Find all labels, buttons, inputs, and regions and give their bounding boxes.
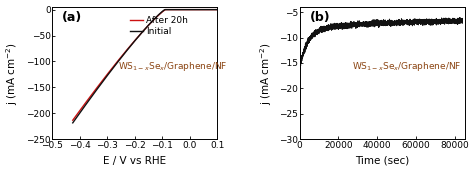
Line: After 20h: After 20h [73, 10, 217, 120]
Initial [162, 9, 168, 11]
Initial [214, 9, 220, 11]
Initial [194, 9, 200, 11]
After 20h [163, 9, 168, 11]
After 20h [157, 12, 163, 15]
Initial [79, 109, 84, 112]
Text: (a): (a) [62, 11, 82, 24]
Initial [70, 122, 76, 124]
Initial [180, 9, 185, 11]
Legend: After 20h, Initial: After 20h, Initial [126, 13, 191, 40]
X-axis label: Time (sec): Time (sec) [355, 156, 409, 166]
After 20h [154, 16, 159, 18]
After 20h [180, 9, 185, 11]
Initial [154, 16, 159, 18]
After 20h [194, 9, 200, 11]
Initial [157, 12, 163, 14]
After 20h [214, 9, 220, 11]
Initial [162, 9, 167, 11]
Text: WS$_{1-x}$Se$_x$/Graphene/NF: WS$_{1-x}$Se$_x$/Graphene/NF [352, 60, 462, 73]
Y-axis label: j (mA cm$^{-2}$): j (mA cm$^{-2}$) [258, 42, 273, 105]
X-axis label: E / V vs RHE: E / V vs RHE [103, 156, 166, 166]
After 20h [70, 119, 76, 121]
After 20h [79, 107, 84, 109]
Text: WS$_{1-x}$Se$_x$/Graphene/NF: WS$_{1-x}$Se$_x$/Graphene/NF [118, 60, 228, 73]
After 20h [162, 9, 167, 11]
Text: (b): (b) [310, 11, 330, 24]
Y-axis label: j (mA cm$^{-2}$): j (mA cm$^{-2}$) [5, 42, 20, 105]
Line: Initial: Initial [73, 10, 217, 123]
